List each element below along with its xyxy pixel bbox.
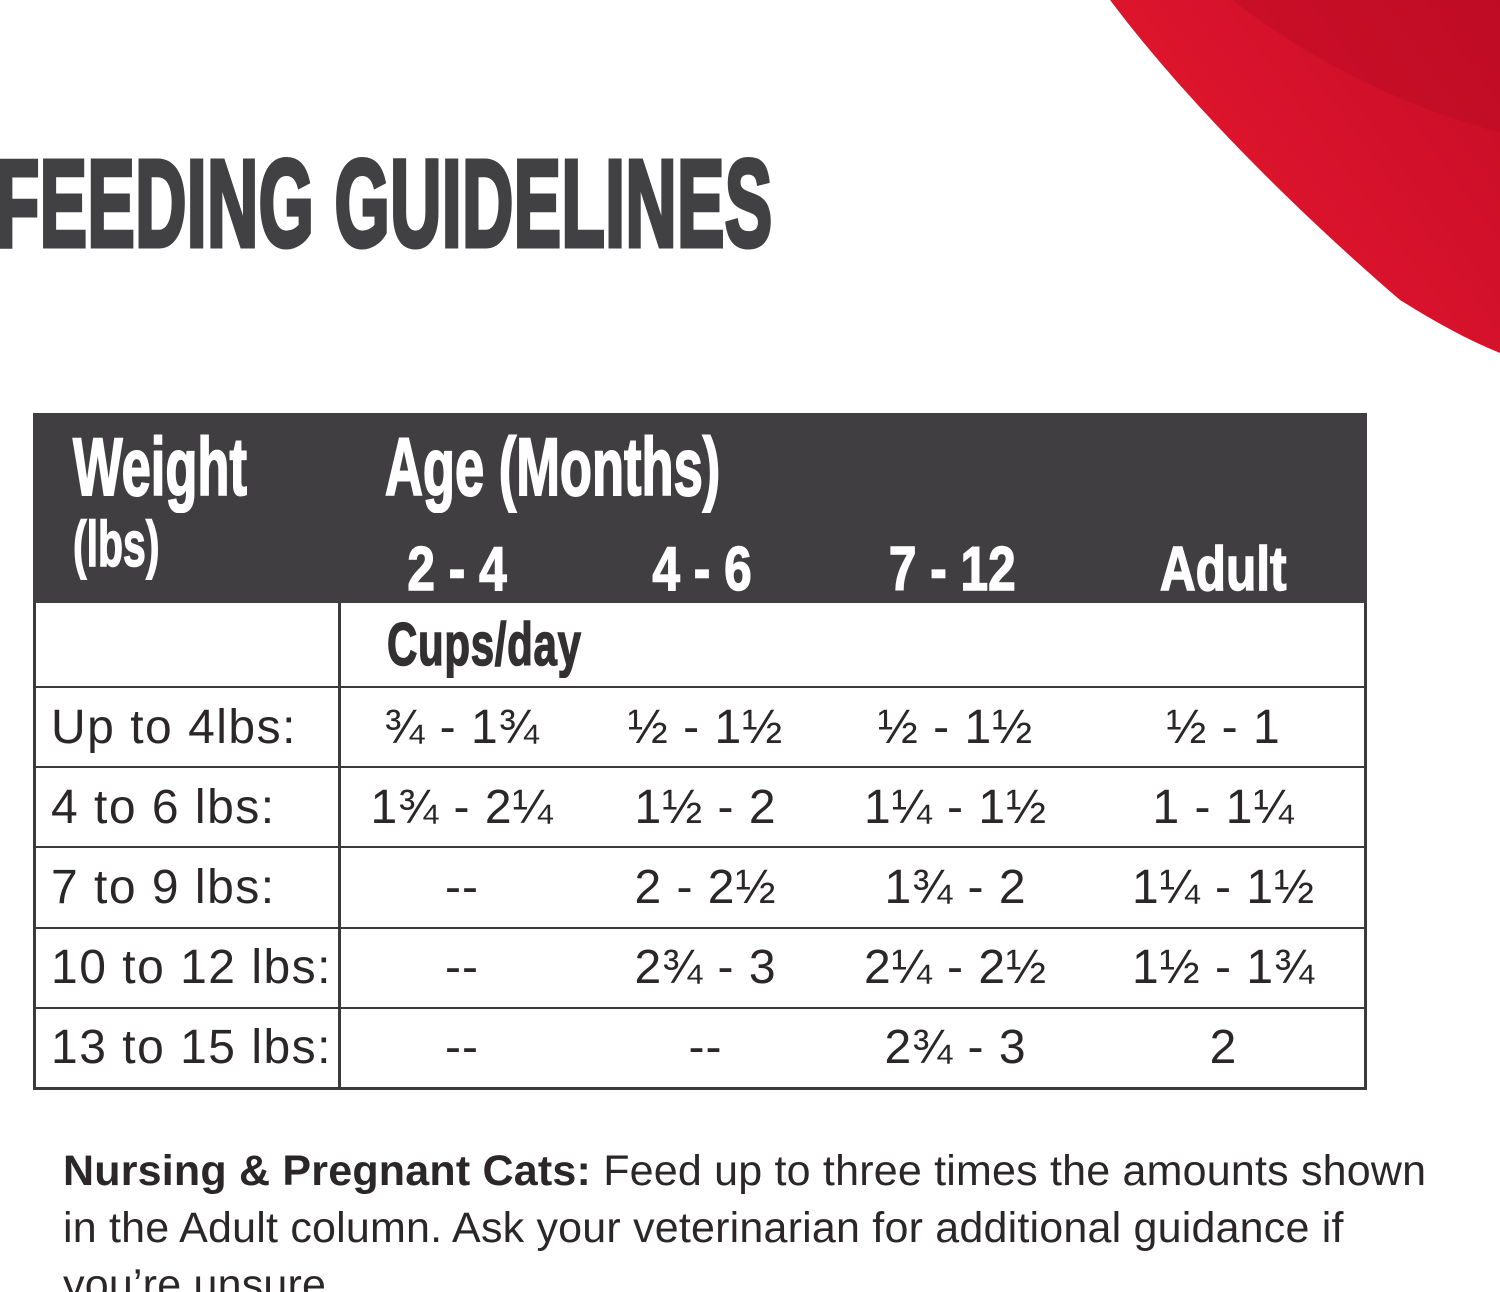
- units-label: Cups/day: [386, 610, 582, 678]
- feeding-value: 1½ - 1¾: [1083, 926, 1364, 1007]
- feeding-value: 2 - 2½: [583, 846, 828, 926]
- feeding-value: 2¾ - 3: [828, 1006, 1083, 1087]
- feeding-value: 2¼ - 2½: [828, 926, 1083, 1007]
- age-column-header-2-4: 2 - 4: [407, 535, 508, 604]
- feeding-value: ½ - 1½: [828, 686, 1083, 766]
- feeding-value: --: [338, 926, 583, 1007]
- weight-unit-header: (lbs): [73, 508, 160, 580]
- feeding-value: 1¼ - 1½: [828, 766, 1083, 846]
- age-months-group-header: Age (Months): [384, 422, 721, 513]
- age-column-header-adult: Adult: [1160, 535, 1288, 604]
- weight-label: 4 to 6 lbs:: [36, 766, 338, 846]
- age-column-header-7-12: 7 - 12: [888, 535, 1016, 604]
- weight-label: Up to 4lbs:: [36, 686, 338, 766]
- units-row-spacer: [36, 603, 338, 686]
- feeding-value: --: [338, 846, 583, 927]
- page-title: FEEDING GUIDELINES: [0, 136, 1347, 273]
- feeding-value: 1¼ - 1½: [1083, 846, 1364, 926]
- feeding-value: 2¾ - 3: [583, 926, 828, 1007]
- feeding-value: 2: [1083, 1006, 1364, 1087]
- weight-label: 10 to 12 lbs:: [36, 926, 338, 1007]
- page-title-text: FEEDING GUIDELINES: [0, 136, 773, 273]
- units-label-cell: Cups/day: [338, 603, 1364, 686]
- feeding-value: ½ - 1½: [583, 686, 828, 766]
- feeding-value: 1½ - 2: [583, 766, 828, 846]
- age-column-header-4-6: 4 - 6: [652, 535, 753, 604]
- feeding-value: --: [583, 1006, 828, 1087]
- feeding-value: ¾ - 1¾: [338, 686, 583, 767]
- nursing-pregnant-note: Nursing & Pregnant Cats: Feed up to thre…: [63, 1143, 1433, 1292]
- feeding-value: 1 - 1¼: [1083, 766, 1364, 846]
- table-header: Weight Age (Months) (lbs) 2 - 4 4 - 6 7 …: [33, 413, 1367, 603]
- nursing-pregnant-note-label: Nursing & Pregnant Cats:: [63, 1147, 592, 1195]
- feeding-table: Weight Age (Months) (lbs) 2 - 4 4 - 6 7 …: [33, 413, 1367, 1090]
- table-body: Cups/day Up to 4lbs: ¾ - 1¾ ½ - 1½ ½ - 1…: [33, 603, 1367, 1090]
- feeding-value: --: [338, 1006, 583, 1087]
- weight-column-header: Weight: [72, 422, 247, 513]
- feeding-value: 1¾ - 2: [828, 846, 1083, 926]
- weight-label: 7 to 9 lbs:: [36, 846, 338, 926]
- feeding-value: ½ - 1: [1083, 686, 1364, 766]
- feeding-value: 1¾ - 2¼: [338, 766, 583, 847]
- weight-label: 13 to 15 lbs:: [36, 1006, 338, 1087]
- nursing-pregnant-note-text: Feed up to three times the amounts shown…: [63, 1147, 1427, 1292]
